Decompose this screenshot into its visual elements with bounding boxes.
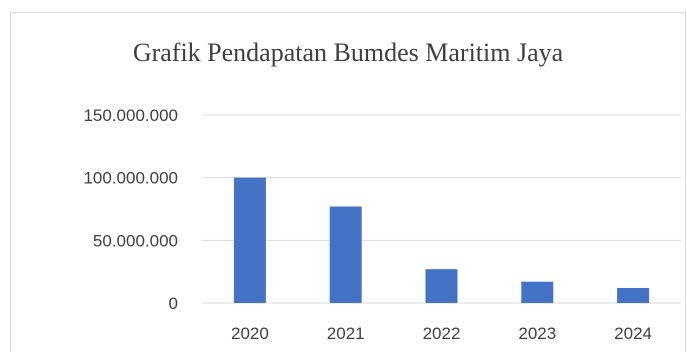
bar-2021 bbox=[329, 206, 362, 303]
x-tick-label: 2021 bbox=[327, 324, 365, 343]
bar-2022 bbox=[425, 269, 458, 303]
x-tick-label: 2020 bbox=[231, 324, 269, 343]
y-tick-label: 150.000.000 bbox=[83, 106, 178, 125]
x-tick-label: 2022 bbox=[423, 324, 461, 343]
x-tick-label: 2023 bbox=[518, 324, 556, 343]
chart-area bbox=[10, 12, 686, 352]
y-axis-labels: 0 50.000.000 100.000.000 150.000.000 bbox=[83, 106, 178, 313]
x-axis-labels: 2020 2021 2022 2023 2024 bbox=[231, 324, 652, 343]
y-tick-label: 0 bbox=[169, 294, 178, 313]
bar-2024 bbox=[617, 287, 650, 303]
y-tick-label: 50.000.000 bbox=[93, 231, 178, 250]
y-tick-label: 100.000.000 bbox=[83, 169, 178, 188]
bar-2023 bbox=[521, 281, 554, 303]
bars bbox=[233, 177, 650, 303]
x-tick-label: 2024 bbox=[614, 324, 652, 343]
chart-title: Grafik Pendapatan Bumdes Maritim Jaya bbox=[132, 38, 564, 67]
bar-2020 bbox=[233, 177, 266, 303]
